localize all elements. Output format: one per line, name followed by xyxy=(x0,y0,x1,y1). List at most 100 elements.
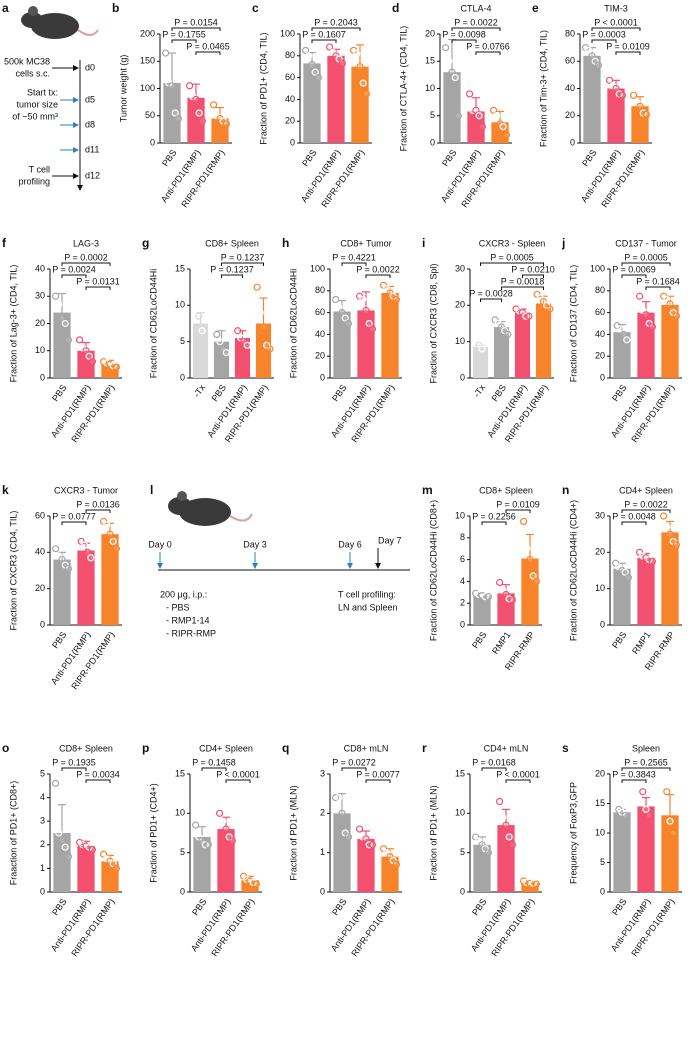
bar xyxy=(193,836,211,892)
significance-bracket xyxy=(61,767,87,771)
error-bar xyxy=(196,312,205,324)
data-point xyxy=(308,60,316,69)
error-bar xyxy=(356,44,364,67)
y-tick-label: 15 xyxy=(175,263,185,273)
p-value-label: P = 0.0168 xyxy=(472,757,516,767)
data-point xyxy=(51,292,60,300)
bar xyxy=(241,880,259,892)
data-point xyxy=(618,91,627,99)
p-value-label: P = 0.3843 xyxy=(612,769,656,779)
bar xyxy=(637,557,655,625)
significance-bracket xyxy=(451,39,477,43)
chart-title: CD4+ mLN xyxy=(484,743,529,753)
panel-letter: e xyxy=(532,1,539,15)
data-point xyxy=(499,123,507,131)
y-tick-label: 3 xyxy=(40,816,45,826)
data-point xyxy=(612,84,620,93)
p-value-label: P = 0.2043 xyxy=(314,17,358,27)
data-point xyxy=(88,358,97,366)
note-text: 500k MC38 xyxy=(4,56,50,66)
y-tick-label: 20 xyxy=(565,110,575,120)
p-value-label: P < 0.0001 xyxy=(594,17,638,27)
data-point xyxy=(672,312,681,320)
data-point xyxy=(362,306,370,315)
significance-bracket xyxy=(171,39,197,43)
significance-bracket xyxy=(311,27,361,31)
y-tick-label: 40 xyxy=(35,263,45,273)
data-point xyxy=(502,821,510,829)
day-label: Day 7 xyxy=(378,535,402,545)
panel-letter: n xyxy=(562,483,569,497)
p-value-label: P = 0.1458 xyxy=(192,757,236,767)
data-point xyxy=(305,52,313,60)
bar xyxy=(333,311,351,378)
y-tick-label: 20 xyxy=(35,583,45,593)
bar xyxy=(473,844,491,892)
data-point xyxy=(109,860,117,868)
data-point xyxy=(642,805,650,814)
x-tick-label: PBS xyxy=(610,630,629,650)
y-axis-label: Fraaction of PD1+ (CD8+) xyxy=(8,781,18,886)
bar xyxy=(357,310,375,378)
y-axis-label: Fraction of Tim-3+ (CD4, TIL) xyxy=(538,30,548,147)
data-point xyxy=(58,314,66,322)
data-point xyxy=(663,788,671,796)
data-point xyxy=(669,829,677,837)
y-tick-label: 0 xyxy=(320,372,325,382)
data-point xyxy=(252,880,260,888)
data-point xyxy=(326,43,334,51)
p-value-label: P = 0.0002 xyxy=(64,252,108,262)
y-tick-label: 20 xyxy=(315,351,325,361)
x-tick-label: PBS xyxy=(470,630,489,650)
data-point xyxy=(112,363,121,371)
significance-bracket xyxy=(621,274,647,278)
chart-title: LAG-3 xyxy=(73,238,99,248)
panel-letter: l xyxy=(150,483,153,497)
p-value-label: P = 0.0154 xyxy=(174,17,218,27)
significance-bracket xyxy=(341,767,367,771)
p-value-label: P = 0.0098 xyxy=(442,29,486,39)
significance-bracket xyxy=(522,274,544,278)
y-tick-label: 0 xyxy=(40,886,45,896)
day-label: Day 6 xyxy=(338,539,362,549)
y-tick-label: 15 xyxy=(175,768,185,778)
y-axis-label: Fraction of CD62LoCD44Hi (CD4+) xyxy=(568,500,578,641)
data-point xyxy=(496,797,504,806)
data-point xyxy=(234,327,242,335)
data-point xyxy=(192,95,200,104)
treatment-text: - PBS xyxy=(166,602,190,612)
significance-bracket xyxy=(221,262,264,266)
y-tick-label: 10 xyxy=(455,808,465,818)
significance-bracket xyxy=(85,286,111,290)
y-tick-label: 0 xyxy=(40,619,45,629)
day-label: d8 xyxy=(85,119,95,129)
data-point xyxy=(616,325,625,333)
error-bar xyxy=(198,826,206,837)
significance-bracket xyxy=(505,779,531,783)
bar xyxy=(472,347,489,378)
x-tick-label: PBS xyxy=(50,630,69,650)
y-tick-label: 60 xyxy=(595,307,605,317)
chart-title: CD8+ Spleen xyxy=(205,238,259,248)
data-point xyxy=(505,833,513,841)
panel-a: a xyxy=(2,1,99,191)
panel-letter: i xyxy=(422,236,425,250)
data-point xyxy=(256,309,264,317)
y-axis-label: Fraction of PD1+ (MLN) xyxy=(288,785,298,880)
data-point xyxy=(621,811,629,819)
y-axis-label: Fraction of PD1+ (CD4, TIL) xyxy=(258,32,268,144)
chart-title: CD8+ Spleen xyxy=(59,743,113,753)
data-point xyxy=(55,300,63,309)
data-point xyxy=(216,809,224,817)
data-point xyxy=(659,512,668,520)
data-point xyxy=(451,73,459,82)
x-tick-label: RIPR-PD1(RMP) xyxy=(629,383,676,444)
data-point xyxy=(338,809,346,817)
data-point xyxy=(168,82,176,90)
significance-bracket xyxy=(85,779,111,783)
data-point xyxy=(525,312,533,320)
bar xyxy=(333,813,351,892)
data-point xyxy=(311,68,319,76)
data-point xyxy=(213,330,221,338)
x-tick-label: PBS xyxy=(330,383,349,403)
